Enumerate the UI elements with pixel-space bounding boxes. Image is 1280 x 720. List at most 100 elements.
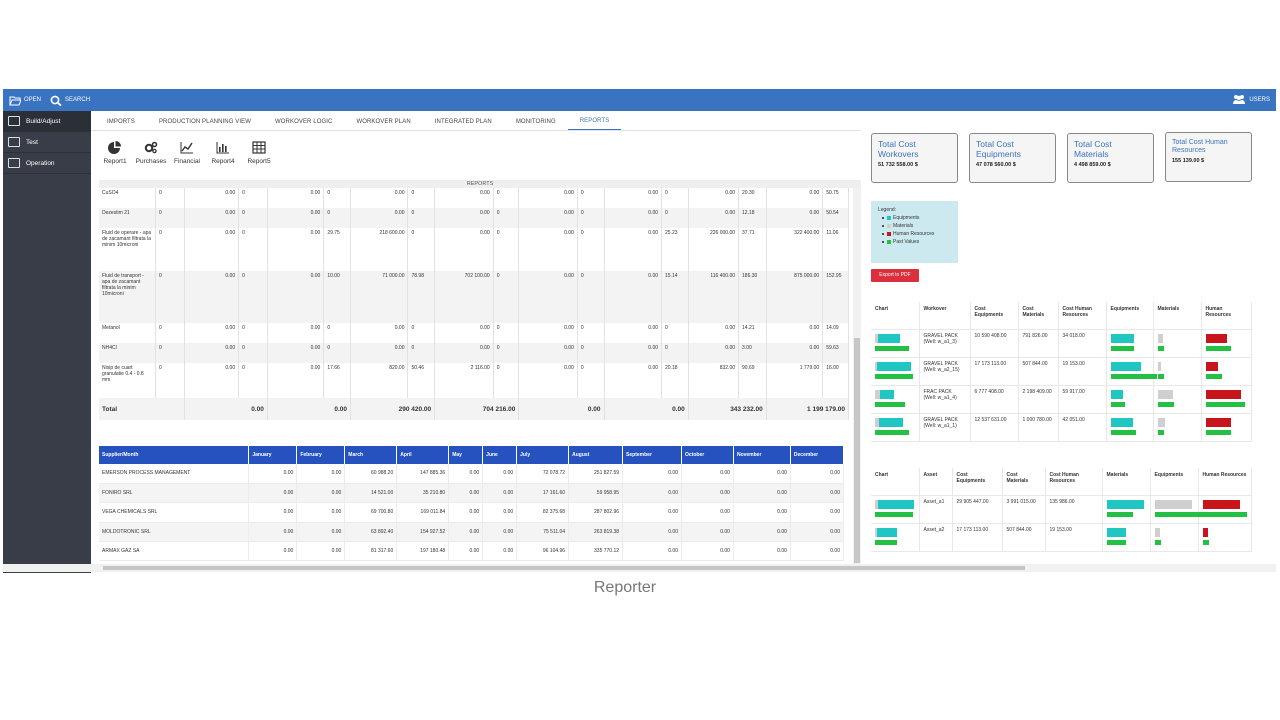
table-cell: 17.66 xyxy=(323,363,351,398)
column-header[interactable]: October xyxy=(681,446,734,464)
column-header[interactable]: March xyxy=(344,446,398,464)
bar-past xyxy=(875,539,897,545)
column-header[interactable]: Asset xyxy=(919,468,953,496)
column-header[interactable]: July xyxy=(516,446,570,464)
table-cell: 0.00 xyxy=(790,541,845,562)
table-cell: 0.00 xyxy=(296,483,346,504)
column-header[interactable]: Materials xyxy=(1102,468,1151,496)
column-header[interactable]: Cost Human Resources xyxy=(1045,468,1103,496)
scrollbar-thumb[interactable] xyxy=(854,338,860,563)
column-header[interactable]: Chart xyxy=(871,468,920,496)
sidebar-item-test[interactable]: Test xyxy=(3,132,91,153)
column-header[interactable]: August xyxy=(568,446,624,464)
search-button[interactable]: SEARCH xyxy=(50,95,90,106)
horizontal-scrollbar[interactable] xyxy=(3,564,1276,572)
column-header[interactable]: June xyxy=(482,446,518,464)
table-cell: 218 600.00 xyxy=(350,228,409,271)
stacked-chart-cell xyxy=(871,413,920,442)
bar-past xyxy=(1157,401,1174,407)
purchases-label: Purchases xyxy=(135,158,167,165)
bar-materials xyxy=(875,417,879,427)
column-header[interactable]: Materials xyxy=(1153,302,1202,330)
bar-equipments xyxy=(876,361,911,371)
tab-monitoring[interactable]: MONITORING xyxy=(515,119,556,125)
bullet-icon xyxy=(882,217,884,219)
column-header[interactable]: Cost Materials xyxy=(1018,302,1059,330)
reports-scroll-area[interactable]: CuSO4 0 0.00 0 0.00 0 0.00 0 0.00 0 0.00 0 0.00 0 0.00… xyxy=(99,188,853,566)
table-cell: 0.00 xyxy=(267,323,325,343)
table-cell: 197 180.48 xyxy=(396,541,450,562)
tab-workover-plan[interactable]: WORKOVER PLAN xyxy=(356,119,411,125)
equipments-bar-cell xyxy=(1106,357,1158,386)
column-header[interactable]: Cost Materials xyxy=(1002,468,1046,496)
table-cell: 0.00 xyxy=(482,541,518,562)
column-header[interactable]: Equipments xyxy=(1150,468,1199,496)
table-cell: 0.00 xyxy=(267,208,325,228)
table-cell: 0.00 xyxy=(518,188,578,208)
column-header[interactable]: Equipments xyxy=(1106,302,1154,330)
workover-table: Chart Workover Cost Equipments Cost Materia… xyxy=(871,302,1252,442)
table-cell: 0 xyxy=(155,208,185,228)
tab-production-planning-view[interactable]: PRODUCTION PLANNING VIEW xyxy=(158,119,252,125)
users-button[interactable]: USERS xyxy=(1232,94,1270,105)
table-cell: 90.69 xyxy=(738,363,767,398)
report4-button[interactable]: Report4 xyxy=(205,141,241,181)
report1-button[interactable]: Report1 xyxy=(97,141,133,181)
column-header[interactable]: Human Resources xyxy=(1201,302,1252,330)
column-header[interactable]: Cost Human Resources xyxy=(1058,302,1107,330)
export-pdf-button[interactable]: Export to PDF xyxy=(871,269,919,282)
table-cell: 81 317.60 xyxy=(344,541,398,562)
column-header[interactable]: November xyxy=(733,446,791,464)
cost-materials: 507 844.00 xyxy=(1018,357,1059,386)
cost-equipments: 29 905 447.00 xyxy=(952,495,1003,524)
tab-imports[interactable]: IMPORTS xyxy=(107,119,135,125)
workover-cell: GRAVEL PACK (Well: w_a2_15) xyxy=(919,357,971,386)
material-name: Dezestim 21 xyxy=(99,208,156,228)
tab-workover-logic[interactable]: WORKOVER LOGIC xyxy=(275,119,333,125)
table-cell: 0.00 xyxy=(267,271,325,323)
total-value: 290 420.00 xyxy=(350,398,436,420)
material-name: Fluid de operare - apa de zacamant filtr… xyxy=(99,228,156,271)
sidebar-item-label: Test xyxy=(26,138,38,146)
table-cell: 0.00 xyxy=(434,188,494,208)
column-header[interactable]: Human Resources xyxy=(1198,468,1252,496)
table-cell: 72 078.72 xyxy=(516,464,570,484)
sidebar-item-build-adjust[interactable]: Build/Adjust xyxy=(3,111,91,132)
card-title: Total Cost Human Resources xyxy=(1172,139,1228,154)
card-value: 155 139.00 $ xyxy=(1172,158,1205,164)
gears-icon xyxy=(144,141,158,154)
column-header[interactable]: September xyxy=(622,446,682,464)
column-header[interactable]: April xyxy=(396,446,450,464)
column-header[interactable]: December xyxy=(790,446,845,464)
column-header[interactable]: May xyxy=(448,446,484,464)
workover-cell: GRAVEL PACK (Well: w_a1_1) xyxy=(919,413,971,442)
asset-name: Asset_a1 xyxy=(919,495,953,524)
table-cell: 0.00 xyxy=(681,483,734,504)
column-header[interactable]: Supplier/Month xyxy=(99,446,250,464)
purchases-button[interactable]: Purchases xyxy=(133,141,169,181)
table-row: Fluid de transport - apa de zacamant fil… xyxy=(99,271,849,323)
open-button[interactable]: OPEN xyxy=(9,95,41,106)
table-cell: 0.00 xyxy=(482,502,518,523)
tab-integrated-plan[interactable]: INTEGRATED PLAN xyxy=(434,119,492,125)
column-header[interactable]: Workover xyxy=(919,302,971,330)
column-header[interactable]: Cost Equipments xyxy=(970,302,1019,330)
sidebar-item-operation[interactable]: Operation xyxy=(3,153,91,174)
bar-current xyxy=(1157,361,1162,371)
table-icon xyxy=(252,141,266,154)
cost-materials: 3 991 015.00 xyxy=(1002,495,1046,524)
tab-reports[interactable]: REPORTS xyxy=(567,118,622,130)
column-header[interactable]: January xyxy=(248,446,298,464)
report5-button[interactable]: Report5 xyxy=(241,141,277,181)
scrollbar-thumb[interactable] xyxy=(103,566,1025,570)
table-cell: 0 xyxy=(238,271,268,323)
supplier-name: ARMAX GAZ SA xyxy=(99,541,250,562)
column-header[interactable]: Chart xyxy=(871,302,920,330)
vertical-scrollbar[interactable] xyxy=(853,188,861,566)
table-cell: 0.00 xyxy=(184,228,240,271)
column-header[interactable]: Cost Equipments xyxy=(952,468,1003,496)
financial-button[interactable]: Financial xyxy=(169,141,205,181)
cost-equipments: 17 173 113.00 xyxy=(952,523,1003,552)
table-cell: 0 xyxy=(407,188,436,208)
column-header[interactable]: February xyxy=(296,446,346,464)
